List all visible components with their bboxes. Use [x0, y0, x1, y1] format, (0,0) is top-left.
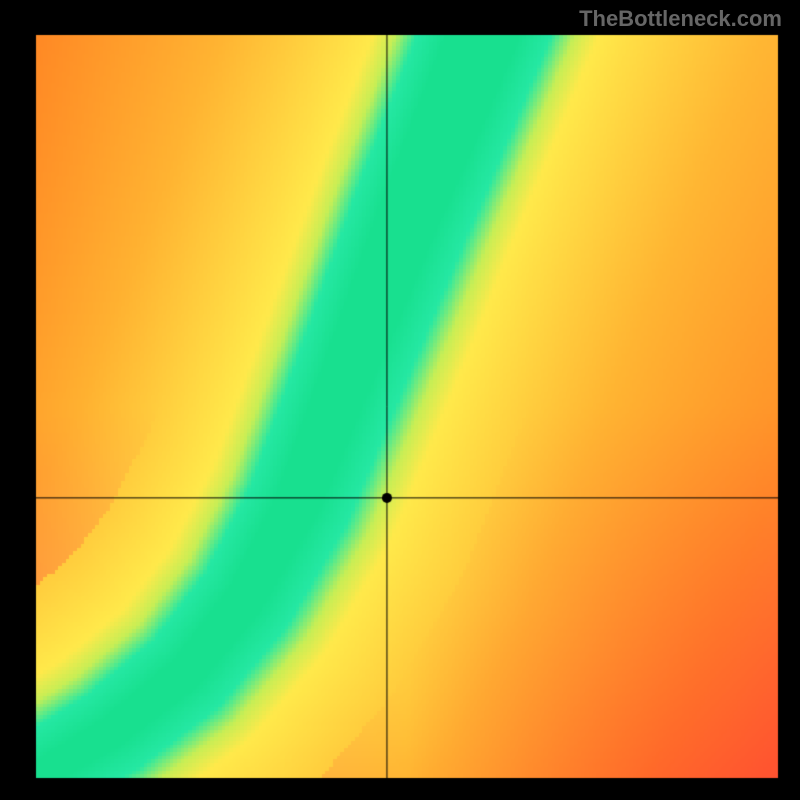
heatmap-canvas [0, 0, 800, 800]
watermark-text: TheBottleneck.com [579, 6, 782, 32]
chart-container: TheBottleneck.com [0, 0, 800, 800]
